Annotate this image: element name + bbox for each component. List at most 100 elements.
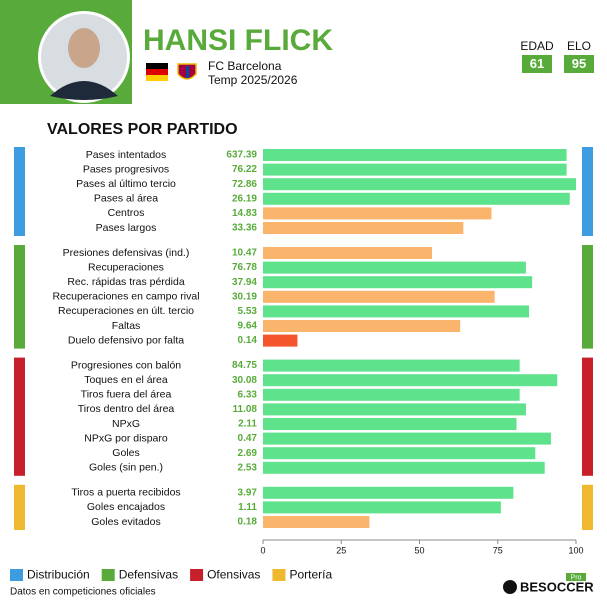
group-bar-right xyxy=(582,484,593,530)
bar xyxy=(263,388,520,401)
category-label: Toques en el área xyxy=(84,374,168,386)
photo-body xyxy=(50,81,118,100)
category-label: NPxG por disparo xyxy=(84,432,168,444)
category-label: NPxG xyxy=(112,418,140,430)
photo-face xyxy=(68,28,100,68)
category-label: Tiros fuera del área xyxy=(81,389,172,401)
stat-label: 0.14 xyxy=(238,335,258,346)
category-label: Rec. rápidas tras pérdida xyxy=(67,276,184,288)
stat-label: 76.22 xyxy=(232,164,257,175)
stat-label: 30.08 xyxy=(232,375,257,386)
x-tick-label: 50 xyxy=(414,545,424,555)
category-label: Goles evitados xyxy=(91,516,160,528)
bar xyxy=(263,192,570,205)
legend-label: Distribución xyxy=(27,568,90,582)
legend-label: Defensivas xyxy=(119,568,178,582)
category-label: Recuperaciones xyxy=(88,261,164,273)
stat-label: 0.47 xyxy=(238,433,258,444)
stat-label: 76.78 xyxy=(232,262,257,273)
category-label: Pases largos xyxy=(96,222,157,234)
group-bar-right xyxy=(582,245,593,349)
bar xyxy=(263,403,526,416)
category-label: Tiros a puerta recibidos xyxy=(71,487,180,499)
bar xyxy=(263,501,501,514)
bar xyxy=(263,261,526,274)
brand-tag-bg xyxy=(566,573,586,581)
legend-swatch xyxy=(101,569,115,581)
category-label: Goles xyxy=(112,447,139,459)
category-label: Pases progresivos xyxy=(83,163,169,175)
bar xyxy=(263,207,492,220)
bar xyxy=(263,334,298,347)
legend-label: Portería xyxy=(289,568,332,582)
stat-label: 10.47 xyxy=(232,248,257,259)
stat-label: 37.94 xyxy=(232,277,257,288)
bar xyxy=(263,247,433,259)
category-label: Recuperaciones en campo rival xyxy=(52,291,199,303)
category-label: Goles (sin pen.) xyxy=(89,462,163,474)
stat-label: EDAD xyxy=(520,39,554,53)
group-bar-left xyxy=(14,357,25,476)
stat-label: 5.53 xyxy=(238,306,258,317)
category-label: Faltas xyxy=(112,320,141,332)
bar xyxy=(263,222,464,234)
stat-label: 1.11 xyxy=(238,502,257,513)
stat-label: 33.36 xyxy=(232,223,257,234)
category-label: Presiones defensivas (ind.) xyxy=(63,247,190,259)
category-label: Pases intentados xyxy=(86,149,167,161)
group-bar-left xyxy=(14,147,25,236)
bar xyxy=(263,374,558,387)
stat-label: 14.83 xyxy=(232,208,257,219)
bar xyxy=(263,516,370,528)
club-crest xyxy=(177,63,197,80)
stat-label: 84.75 xyxy=(232,360,257,371)
bar xyxy=(263,359,520,372)
category-label: Goles encajados xyxy=(87,501,165,513)
stat-value: 95 xyxy=(572,56,586,71)
x-tick-label: 75 xyxy=(493,545,503,555)
stat-label: 2.53 xyxy=(238,462,258,473)
bar xyxy=(263,149,567,161)
legend-swatch xyxy=(10,569,23,581)
category-label: Tiros dentro del área xyxy=(78,403,175,415)
stat-label: 2.11 xyxy=(238,419,257,430)
legend-swatch xyxy=(190,569,204,581)
stat-label: 3.97 xyxy=(238,487,258,498)
stat-label: 11.08 xyxy=(233,404,258,415)
stat-label: 2.69 xyxy=(238,448,258,459)
stat-label: 637.39 xyxy=(226,150,257,161)
category-label: Progresiones con balón xyxy=(71,359,181,371)
stat-label: ELO xyxy=(567,39,591,53)
stat-box xyxy=(564,55,594,73)
brand: BESOCCER xyxy=(520,579,594,594)
category-label: Duelo defensivo por falta xyxy=(68,334,184,346)
stat-label: 0.18 xyxy=(238,517,258,528)
stat-label: 6.33 xyxy=(238,389,258,400)
brand-icon xyxy=(503,580,517,594)
group-bar-left xyxy=(14,484,25,530)
footer-note: Datos en competiciones oficiales xyxy=(10,587,156,598)
stat-box xyxy=(522,55,552,73)
club: FC Barcelona xyxy=(208,59,282,73)
bar xyxy=(263,290,495,303)
x-tick-label: 100 xyxy=(568,545,583,555)
stat-label: 72.86 xyxy=(232,179,257,190)
category-label: Pases al último tercio xyxy=(76,178,176,190)
stat-value: 61 xyxy=(530,56,544,71)
legend-swatch xyxy=(272,569,286,581)
bar xyxy=(263,461,545,474)
bar xyxy=(263,418,517,430)
x-tick-label: 25 xyxy=(336,545,346,555)
flag xyxy=(146,63,168,81)
stat-label: 26.19 xyxy=(232,193,257,204)
bar xyxy=(263,320,461,332)
group-bar-right xyxy=(582,357,593,476)
bar xyxy=(263,276,533,289)
category-label: Centros xyxy=(108,207,145,219)
player-name: HANSI FLICK xyxy=(143,24,333,57)
season: Temp 2025/2026 xyxy=(208,73,298,87)
group-bar-right xyxy=(582,147,593,236)
bar xyxy=(263,305,530,318)
category-label: Pases al área xyxy=(94,193,158,205)
